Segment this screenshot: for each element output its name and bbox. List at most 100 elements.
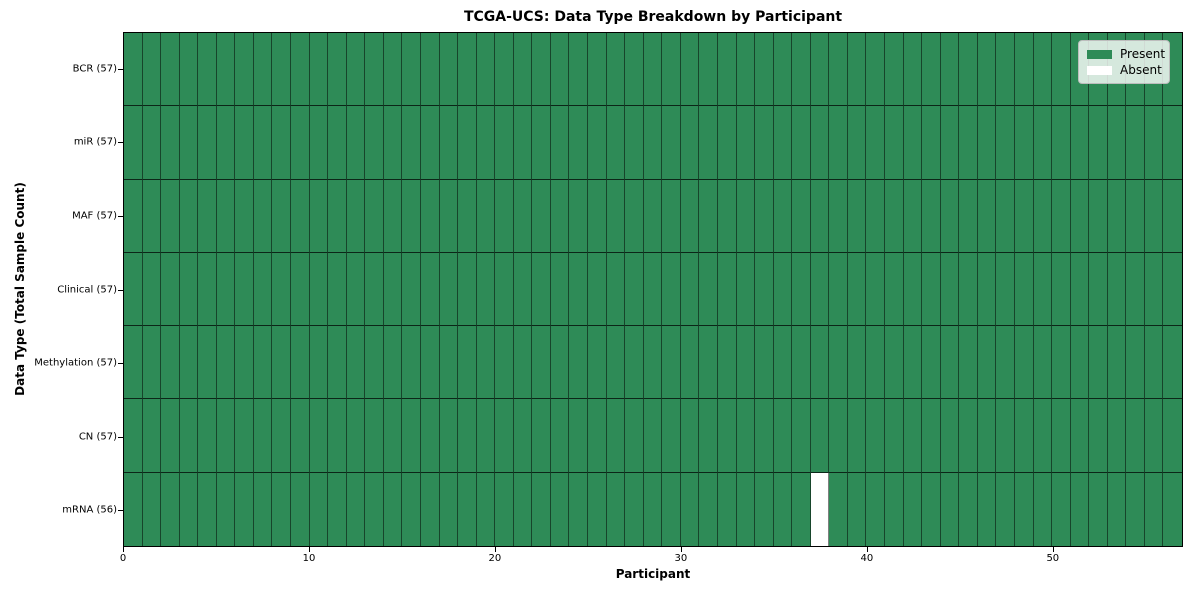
heatmap-cell-present <box>773 33 793 107</box>
heatmap-cell-present <box>253 326 273 400</box>
heatmap-cell-present <box>680 399 700 473</box>
heatmap-cell-present <box>773 399 793 473</box>
heatmap-cell-present <box>792 106 811 180</box>
heatmap-cell-present <box>309 326 329 400</box>
heatmap-cell-present <box>606 179 626 253</box>
heatmap-cell-present <box>458 252 477 327</box>
heatmap-cell-present <box>328 33 347 107</box>
heatmap-cell-present <box>643 179 663 253</box>
heatmap-cell-present <box>755 326 774 400</box>
heatmap-cell-present <box>866 33 886 107</box>
y-tick-mark <box>118 289 123 291</box>
legend-label: Present <box>1120 47 1166 61</box>
heatmap-cell-present <box>420 326 440 400</box>
heatmap-cell-present <box>569 33 589 107</box>
heatmap-cell-present <box>458 179 477 253</box>
heatmap-cell-present <box>476 106 496 180</box>
heatmap-cell-present <box>1070 179 1090 253</box>
heatmap-cell-present <box>550 472 570 546</box>
heatmap-cell-present <box>903 472 923 546</box>
heatmap-cell-present <box>328 399 347 473</box>
heatmap-cell-present <box>291 472 310 546</box>
heatmap-cell-present <box>253 252 273 327</box>
heatmap-cell-present <box>253 106 273 180</box>
heatmap-cell-present <box>680 252 700 327</box>
heatmap-cell-present <box>253 33 273 107</box>
heatmap-cell-present <box>996 399 1015 473</box>
heatmap-cell-present <box>699 399 718 473</box>
heatmap-cell-present <box>885 472 904 546</box>
heatmap-cell-present <box>272 326 292 400</box>
heatmap-cell-present <box>829 472 848 546</box>
heatmap-cell-present <box>847 326 867 400</box>
heatmap-cell-present <box>810 179 830 253</box>
heatmap-cell-present <box>1163 179 1182 253</box>
x-tick-mark <box>866 547 868 552</box>
heatmap-cell-present <box>996 33 1015 107</box>
heatmap-cell-present <box>476 472 496 546</box>
legend: Present Absent <box>1078 40 1170 84</box>
heatmap-cell-present <box>717 33 737 107</box>
heatmap-cell-present <box>717 472 737 546</box>
heatmap-cell-present <box>420 33 440 107</box>
heatmap-cell-present <box>829 399 848 473</box>
heatmap-cell-present <box>1163 472 1182 546</box>
heatmap-cell-present <box>1089 472 1108 546</box>
x-tick-label: 10 <box>302 553 316 564</box>
heatmap-cell-present <box>161 252 180 327</box>
heatmap-cell-present <box>532 252 551 327</box>
heatmap-cell-present <box>922 33 941 107</box>
heatmap-cell-present <box>699 472 718 546</box>
y-tick-label-MAF: MAF (57) <box>72 210 117 222</box>
heatmap-cell-present <box>420 399 440 473</box>
heatmap-cell-present <box>142 33 162 107</box>
heatmap-cell-present <box>291 179 310 253</box>
heatmap-cell-present <box>1070 106 1090 180</box>
heatmap-cell-present <box>1144 179 1164 253</box>
heatmap-cell-present <box>847 179 867 253</box>
heatmap-cell-present <box>198 179 217 253</box>
heatmap-cell-present <box>328 106 347 180</box>
x-tick-label: 50 <box>1046 553 1060 564</box>
heatmap-cell-present <box>625 326 644 400</box>
heatmap-cell-present <box>1126 326 1145 400</box>
heatmap-cell-present <box>959 106 978 180</box>
heatmap-cell-present <box>1144 399 1164 473</box>
y-tick-mark <box>118 363 123 365</box>
heatmap-plot-area <box>123 32 1183 547</box>
heatmap-cell-present <box>291 399 310 473</box>
heatmap-cell-present <box>1052 399 1071 473</box>
heatmap-cell-present <box>365 399 384 473</box>
heatmap-cell-present <box>866 252 886 327</box>
heatmap-cell-present <box>996 326 1015 400</box>
y-tick-label-miR: miR (57) <box>73 136 117 148</box>
heatmap-cell-present <box>866 399 886 473</box>
heatmap-cell-present <box>773 326 793 400</box>
y-tick-label-Methylation: Methylation (57) <box>34 357 117 369</box>
heatmap-cell-present <box>216 252 236 327</box>
heatmap-cell-present <box>588 106 607 180</box>
heatmap-cell-present <box>1126 252 1145 327</box>
heatmap-cell-present <box>1089 399 1108 473</box>
heatmap-cell-present <box>885 33 904 107</box>
heatmap-cell-present <box>569 472 589 546</box>
heatmap-cell-present <box>272 252 292 327</box>
legend-entry-present: Present <box>1087 47 1165 61</box>
heatmap-cell-present <box>847 106 867 180</box>
heatmap-cell-present <box>662 326 681 400</box>
legend-swatch-present <box>1087 49 1112 59</box>
heatmap-cell-present <box>495 472 514 546</box>
heatmap-cell-present <box>346 472 366 546</box>
heatmap-cell-present <box>1144 326 1164 400</box>
heatmap-cell-present <box>903 33 923 107</box>
heatmap-cell-present <box>810 106 830 180</box>
heatmap-cell-present <box>662 179 681 253</box>
heatmap-cell-present <box>569 106 589 180</box>
heatmap-cell-present <box>513 472 533 546</box>
heatmap-cell-present <box>346 252 366 327</box>
heatmap-cell-present <box>773 252 793 327</box>
legend-entry-absent: Absent <box>1087 63 1162 77</box>
y-tick-label-mRNA: mRNA (56) <box>62 504 117 516</box>
heatmap-cell-present <box>179 252 199 327</box>
heatmap-cell-present <box>792 33 811 107</box>
